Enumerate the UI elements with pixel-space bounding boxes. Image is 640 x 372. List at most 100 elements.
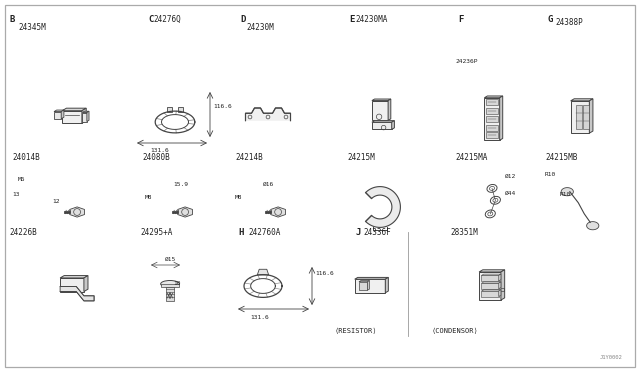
Text: R10: R10 <box>545 172 556 177</box>
Bar <box>576 105 582 129</box>
Text: 12: 12 <box>52 199 60 204</box>
Text: 116.6: 116.6 <box>213 104 232 109</box>
Text: 116.6: 116.6 <box>315 271 333 276</box>
Text: Ø12: Ø12 <box>505 174 516 179</box>
Polygon shape <box>367 280 369 290</box>
Text: 131.6: 131.6 <box>150 148 169 153</box>
Polygon shape <box>499 274 501 281</box>
Polygon shape <box>359 282 367 290</box>
Polygon shape <box>385 278 388 293</box>
Text: 24214B: 24214B <box>235 153 263 162</box>
Polygon shape <box>54 112 61 119</box>
Polygon shape <box>481 276 499 281</box>
Polygon shape <box>161 284 179 287</box>
Text: 24215MB: 24215MB <box>545 153 577 162</box>
Bar <box>486 116 498 122</box>
Polygon shape <box>355 278 388 279</box>
Polygon shape <box>481 274 501 276</box>
Text: 24345M: 24345M <box>18 23 45 32</box>
Polygon shape <box>481 283 499 289</box>
Text: J1Y0002: J1Y0002 <box>600 355 623 360</box>
Bar <box>486 108 498 114</box>
Polygon shape <box>500 96 502 140</box>
Polygon shape <box>481 291 499 296</box>
Polygon shape <box>166 287 174 301</box>
Polygon shape <box>501 270 505 300</box>
Polygon shape <box>60 286 94 301</box>
Polygon shape <box>359 280 369 282</box>
Text: 131.6: 131.6 <box>250 315 269 320</box>
Text: M8: M8 <box>145 195 152 200</box>
Text: Ø16: Ø16 <box>263 182 275 187</box>
Bar <box>486 132 498 138</box>
Text: ⟨CONDENSOR⟩: ⟨CONDENSOR⟩ <box>431 328 478 334</box>
Text: 24215M: 24215M <box>347 153 375 162</box>
Polygon shape <box>388 99 391 121</box>
Text: 24226B: 24226B <box>9 228 36 237</box>
Polygon shape <box>571 99 593 101</box>
Text: G: G <box>548 15 554 24</box>
Polygon shape <box>60 276 88 278</box>
Text: 13: 13 <box>12 192 19 197</box>
Text: Ø15: Ø15 <box>165 257 176 262</box>
Text: D: D <box>240 15 245 24</box>
Text: B: B <box>10 15 15 24</box>
Text: R10: R10 <box>560 192 572 197</box>
Polygon shape <box>246 108 291 121</box>
Text: 28351M: 28351M <box>450 228 477 237</box>
Text: M6: M6 <box>18 177 26 182</box>
Polygon shape <box>257 269 269 275</box>
Polygon shape <box>587 222 599 230</box>
Polygon shape <box>70 207 84 217</box>
Text: 24215MA: 24215MA <box>455 153 488 162</box>
Polygon shape <box>392 121 394 129</box>
Text: 24230MA: 24230MA <box>355 15 387 24</box>
Polygon shape <box>365 187 401 227</box>
Text: 24230M: 24230M <box>246 23 274 32</box>
Text: 24014B: 24014B <box>12 153 40 162</box>
Polygon shape <box>82 108 86 123</box>
Text: 242760A: 242760A <box>248 228 280 237</box>
Text: 15.9: 15.9 <box>173 182 188 187</box>
Polygon shape <box>372 100 388 121</box>
Polygon shape <box>372 121 394 122</box>
Bar <box>486 99 498 105</box>
Polygon shape <box>589 99 593 133</box>
Polygon shape <box>178 207 193 217</box>
Text: 24295+A: 24295+A <box>140 228 172 237</box>
Bar <box>584 105 589 129</box>
Polygon shape <box>499 282 501 289</box>
Polygon shape <box>561 187 573 196</box>
Text: C: C <box>148 15 154 24</box>
Text: Ø44: Ø44 <box>505 191 516 196</box>
Polygon shape <box>355 279 385 293</box>
Polygon shape <box>372 122 392 129</box>
Text: 24236P: 24236P <box>455 59 477 64</box>
Bar <box>167 107 172 112</box>
Polygon shape <box>87 111 89 122</box>
Polygon shape <box>479 270 505 272</box>
Bar <box>486 125 498 131</box>
Text: ⟨RESISTOR⟩: ⟨RESISTOR⟩ <box>335 328 377 334</box>
Polygon shape <box>484 96 502 98</box>
Text: 24080B: 24080B <box>142 153 170 162</box>
Ellipse shape <box>161 280 179 287</box>
Text: E: E <box>349 15 355 24</box>
Text: 10: 10 <box>173 281 180 286</box>
Text: M8: M8 <box>235 195 243 200</box>
Text: 24276Q: 24276Q <box>153 15 180 24</box>
Polygon shape <box>84 276 88 292</box>
Text: F: F <box>458 15 463 24</box>
Polygon shape <box>62 108 86 111</box>
Polygon shape <box>60 278 84 292</box>
Text: J: J <box>355 228 360 237</box>
Polygon shape <box>481 290 501 291</box>
Polygon shape <box>61 110 64 119</box>
Polygon shape <box>481 282 501 283</box>
Polygon shape <box>83 112 87 122</box>
Polygon shape <box>83 111 89 112</box>
Polygon shape <box>62 111 82 123</box>
Polygon shape <box>479 272 501 300</box>
Polygon shape <box>571 101 589 133</box>
Text: 24388P: 24388P <box>555 18 583 27</box>
